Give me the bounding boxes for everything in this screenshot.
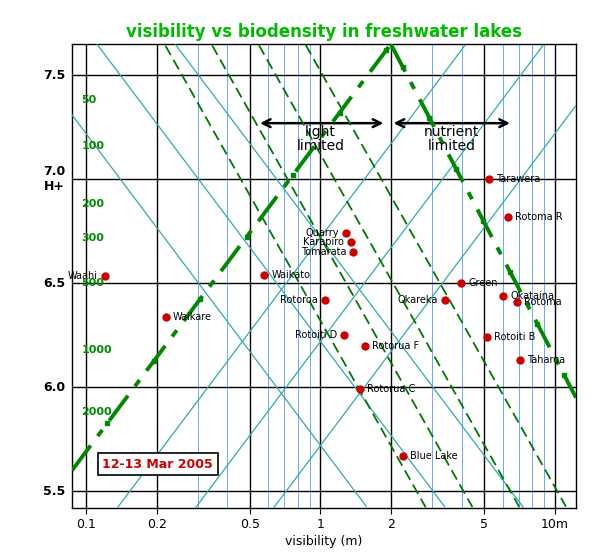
Text: 500: 500 [82, 278, 104, 288]
Text: Rotoiti B: Rotoiti B [494, 332, 535, 342]
Text: light
limited: light limited [296, 125, 344, 153]
Text: Tarawera: Tarawera [496, 174, 541, 184]
Title: visibility vs biodensity in freshwater lakes: visibility vs biodensity in freshwater l… [126, 23, 522, 41]
Text: 7.0
H+: 7.0 H+ [43, 165, 65, 193]
Text: Rotoiti D: Rotoiti D [295, 330, 337, 340]
X-axis label: visibility (m): visibility (m) [286, 535, 362, 549]
Text: 6.0: 6.0 [43, 381, 65, 394]
Text: Blue Lake: Blue Lake [410, 451, 457, 461]
Text: 5.5: 5.5 [43, 485, 65, 498]
Text: Okataina: Okataina [511, 291, 554, 301]
Text: Rotoma: Rotoma [524, 297, 562, 307]
Text: Okareka: Okareka [397, 295, 437, 305]
Text: 1000: 1000 [82, 345, 112, 355]
Text: 2000: 2000 [82, 407, 112, 417]
Text: Green: Green [468, 278, 497, 288]
Text: Waikare: Waikare [173, 311, 212, 322]
Text: 50: 50 [82, 95, 97, 105]
Text: Karapiro: Karapiro [303, 237, 344, 247]
Text: 12-13 Mar 2005: 12-13 Mar 2005 [103, 458, 213, 471]
Text: Rotorua C: Rotorua C [367, 384, 416, 394]
Text: Taharoa: Taharoa [527, 355, 565, 365]
Text: 200: 200 [82, 199, 104, 209]
Text: 300: 300 [82, 232, 104, 242]
Text: Rotorua F: Rotorua F [372, 341, 419, 351]
Text: 7.5: 7.5 [43, 69, 65, 82]
Text: Waahi: Waahi [68, 271, 98, 281]
Text: Tomarata: Tomarata [301, 247, 346, 257]
Text: Rotoroa: Rotoroa [280, 295, 318, 305]
Text: nutrient
limited: nutrient limited [424, 125, 479, 153]
Text: 100: 100 [82, 141, 104, 151]
Text: Quarry: Quarry [306, 229, 339, 238]
Text: Waikato: Waikato [271, 270, 310, 280]
Text: 6.5: 6.5 [43, 277, 65, 290]
Text: Rotoma R: Rotoma R [515, 212, 563, 222]
